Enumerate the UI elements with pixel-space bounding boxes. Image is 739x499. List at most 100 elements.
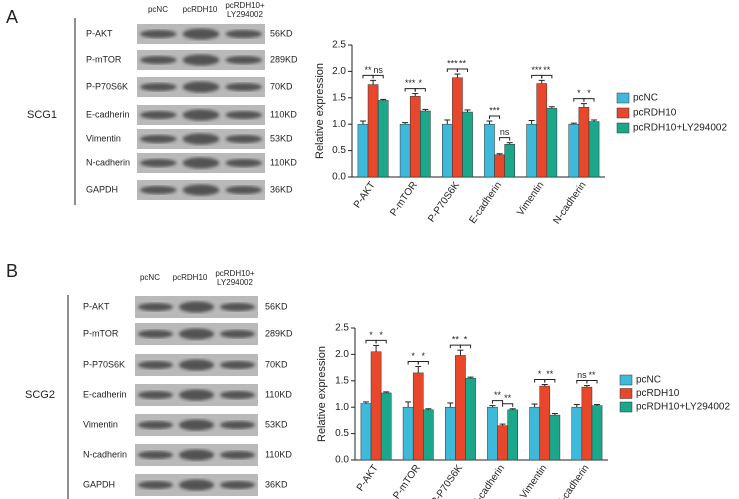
bar [360,403,372,461]
sig-label: *** [489,105,500,115]
band [178,419,215,431]
sig-bracket [573,98,585,102]
size-label: 110KD [265,449,292,459]
band [182,184,220,196]
x-tick-label: E-cadherin [467,180,504,226]
protein-label: Vimentin [83,419,118,429]
sig-label: * [411,351,415,361]
y-tick-label: 0.5 [335,428,349,439]
sig-label: ** [504,393,512,403]
bar [423,409,434,461]
size-label: 70KD [265,359,288,369]
bar [409,95,421,178]
sig-bracket [576,380,588,384]
sig-bracket [449,344,461,349]
y-tick-label: 1.5 [335,375,349,386]
bar [367,84,379,178]
band [219,481,256,489]
y-tick-label: 2.0 [335,349,349,360]
legend-swatch [619,401,633,413]
bar [546,108,558,178]
band [140,186,177,194]
band [178,301,215,313]
band [219,451,256,459]
lane-label: pcNC [140,273,160,282]
sig-bracket [544,378,556,383]
y-axis-label: Relative expression [314,63,326,159]
sig-bracket [586,380,598,384]
bar [465,377,476,461]
bar [357,123,369,178]
protein-label: P-AKT [86,28,113,38]
sig-bracket [362,74,374,79]
x-tick-label: N-cadherin [554,463,591,499]
bar [399,123,411,178]
band [225,135,262,143]
band [182,157,220,169]
bar [526,123,537,178]
legend-label: pcRDH10 [633,108,677,119]
x-tick-label: E-cadherin [470,463,507,499]
sig-label: ** [494,390,502,400]
band [225,159,262,167]
band [219,361,256,369]
sig-bracket [365,339,377,344]
legend-swatch [619,388,633,399]
sig-label: ** [365,65,373,75]
x-tick-label: Vimentin [518,463,549,499]
band [178,389,215,401]
x-tick-label: P-mTOR [391,463,423,499]
bar [507,409,519,461]
x-tick-label: Vimentin [515,180,546,218]
band [178,328,215,340]
legend-label: pcRDH10+LY294002 [633,123,727,134]
bar [412,372,424,461]
bar [402,406,414,461]
size-label: 289KD [265,328,293,338]
x-tick-label: P-mTOR [388,180,420,218]
legend-label: pcRDH10 [636,388,680,399]
band [140,135,177,143]
bar [539,385,551,461]
band [178,479,215,491]
sig-bracket [541,74,553,79]
y-axis-label: Relative expression [316,346,328,442]
band [137,451,174,459]
sig-label: * [577,88,581,98]
y-tick-label: 0.0 [335,455,349,466]
sig-bracket [583,98,595,102]
bar [484,123,495,178]
panel-label: A [6,7,18,27]
band [182,109,220,121]
bar [591,405,603,461]
sig-bracket [499,137,511,141]
protein-label: N-cadherin [83,449,127,459]
protein-label: Vimentin [86,133,121,143]
bar [568,123,580,178]
band [140,83,177,91]
sig-bracket [414,88,426,92]
size-label: 53KD [265,419,288,429]
cell-line: SCG2 [25,389,55,401]
sig-label: ns [373,65,383,75]
legend-label: pcNC [633,93,658,104]
band [137,391,174,399]
y-tick-label: 1.0 [335,402,349,413]
band [182,81,220,93]
sig-bracket [456,68,469,73]
sig-label: * [422,351,426,361]
legend-swatch [619,374,633,386]
band [225,186,262,194]
protein-label: P-P70S6K [83,359,125,369]
band [137,421,174,429]
size-label: 289KD [270,54,298,64]
sig-bracket [417,361,429,365]
sig-label: * [538,369,542,379]
protein-label: P-mTOR [83,328,119,338]
lane-label: pcRDH10+ [225,1,265,10]
protein-label: GAPDH [86,184,118,194]
protein-label: N-cadherin [86,157,130,167]
sig-label: *** [447,58,458,68]
